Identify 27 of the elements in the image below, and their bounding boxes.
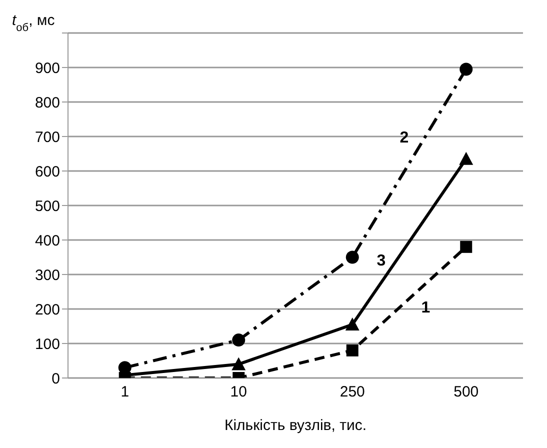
series-label: 3 — [376, 252, 386, 270]
point — [346, 250, 359, 264]
y-tick-label: 100 — [34, 336, 60, 353]
point — [460, 62, 473, 76]
y-axis-title: t$_{об}$, мс — [12, 12, 56, 34]
x-tick-label: 1 — [120, 384, 130, 401]
y-tick-label: 700 — [34, 128, 60, 146]
series-label: 1 — [421, 300, 430, 317]
y-tick-label: 0 — [52, 370, 60, 388]
y-tick-label: 900 — [34, 60, 60, 77]
point — [460, 240, 472, 253]
y-tick-label: 600 — [34, 163, 60, 180]
y-tick-label: 400 — [34, 232, 60, 250]
point — [232, 357, 246, 370]
x-tick-label: 10 — [230, 384, 247, 401]
y-tick-label: 300 — [34, 266, 60, 284]
point — [345, 318, 360, 331]
y-tick-label: 500 — [34, 198, 60, 215]
point — [232, 334, 246, 347]
x-tick-label: 250 — [340, 384, 365, 401]
point — [346, 344, 358, 356]
x-tick-label: 500 — [454, 384, 479, 401]
series-label: 2 — [400, 129, 409, 146]
y-tick-label: 800 — [34, 94, 60, 112]
x-axis-title: Кількість вузлів, тис. — [224, 417, 367, 434]
y-tick-label: 200 — [34, 301, 60, 318]
point — [459, 152, 474, 165]
